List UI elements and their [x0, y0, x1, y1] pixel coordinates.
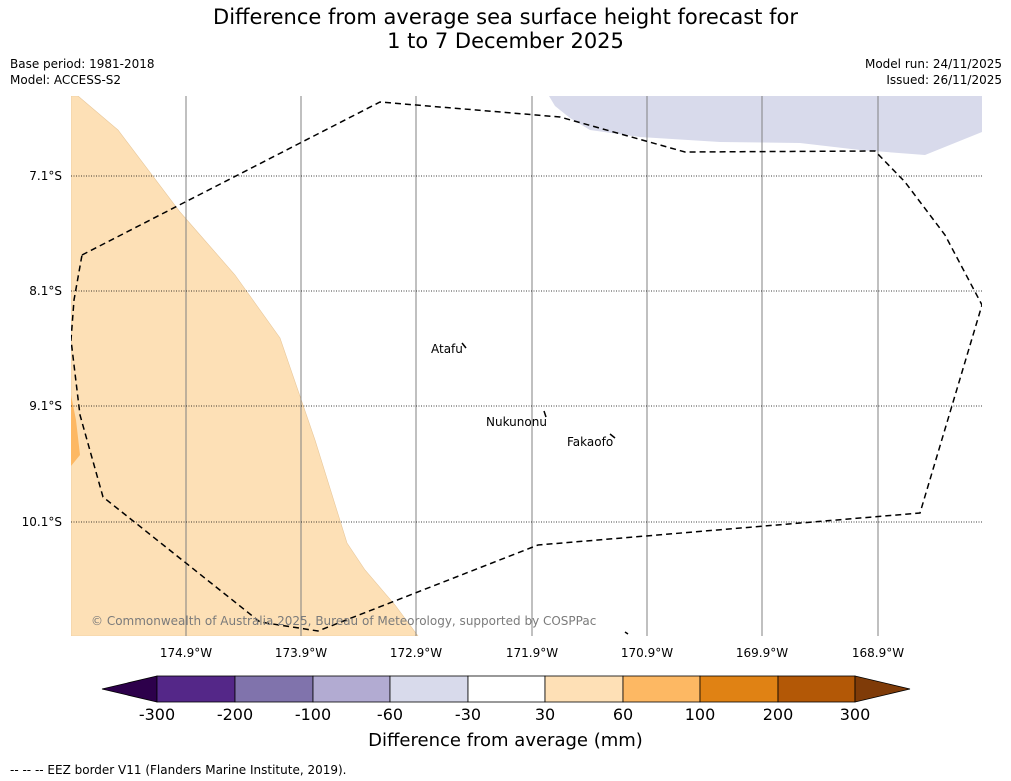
lon-label-5: 170.9°W: [620, 646, 674, 660]
lat-label-4: 10.1°S: [21, 515, 62, 529]
colorbar-tick-7: 60: [612, 705, 634, 724]
colorbar-tick-6: 30: [534, 705, 556, 724]
model-name: Model: ACCESS-S2: [10, 73, 122, 87]
anomaly-region-orange: [71, 395, 80, 466]
place-label-atafu: Atafu: [431, 342, 463, 356]
title-line-2: 1 to 7 December 2025: [387, 29, 624, 53]
colorbar: [101, 675, 911, 703]
issued-date: Issued: 26/11/2025: [886, 73, 1002, 87]
colorbar-title: Difference from average (mm): [368, 730, 643, 751]
colorbar-segment-6: [544, 675, 624, 703]
nukunonu-island: [543, 410, 547, 418]
model-run: Model run: 24/11/2025: [864, 57, 1002, 71]
colorbar-segment-7: [622, 675, 701, 703]
lon-label-1: 174.9°W: [159, 646, 213, 660]
colorbar-tick-9: 200: [762, 705, 794, 724]
colorbar-segment-9: [777, 675, 856, 703]
eez-border: [71, 101, 982, 632]
latitude-gridlines: [71, 175, 982, 523]
colorbar-tick-1: -300: [138, 705, 176, 724]
longitude-gridlines: [185, 96, 879, 636]
colorbar-tick-2: -200: [216, 705, 254, 724]
fakaofo-island: [609, 433, 616, 439]
colorbar-tick-8: 100: [684, 705, 716, 724]
lon-label-7: 168.9°W: [851, 646, 905, 660]
swains-island: [624, 631, 629, 635]
meta-left: Base period: 1981-2018 Model: ACCESS-S2: [10, 56, 155, 88]
colorbar-extend-low: [101, 675, 158, 703]
anomaly-region-light-orange: [71, 96, 419, 636]
colorbar-tick-4: -60: [376, 705, 404, 724]
lat-label-2: 8.1°S: [29, 284, 62, 298]
lat-label-3: 9.1°S: [29, 399, 62, 413]
colorbar-segment-5: [467, 675, 546, 703]
place-label-fakaofo: Fakaofo: [567, 435, 614, 449]
lon-label-4: 171.9°W: [505, 646, 559, 660]
title-line-1: Difference from average sea surface heig…: [213, 5, 798, 29]
lon-label-2: 173.9°W: [274, 646, 328, 660]
place-label-nukunonu: Nukunonu: [486, 415, 547, 429]
atafu-island: [461, 342, 467, 349]
meta-right: Model run: 24/11/2025 Issued: 26/11/2025: [865, 56, 1002, 88]
colorbar-extend-high: [854, 675, 911, 703]
colorbar-tick-3: -100: [294, 705, 332, 724]
footer-legend: -- -- -- EEZ border V11 (Flanders Marine…: [10, 763, 347, 777]
base-period: Base period: 1981-2018: [10, 57, 155, 71]
anomaly-region-light-purple: [549, 96, 982, 155]
lat-label-1: 7.1°S: [29, 169, 62, 183]
colorbar-segment-3: [312, 675, 391, 703]
lon-label-6: 169.9°W: [735, 646, 789, 660]
copyright-credit: © Commonwealth of Australia 2025, Bureau…: [91, 614, 597, 628]
colorbar-segment-2: [234, 675, 314, 703]
lon-label-3: 172.9°W: [389, 646, 443, 660]
colorbar-tick-5: -30: [454, 705, 482, 724]
colorbar-segment-8: [699, 675, 779, 703]
colorbar-segment-1: [156, 675, 236, 703]
colorbar-segment-4: [389, 675, 469, 703]
colorbar-tick-10: 300: [839, 705, 871, 724]
page-title: Difference from average sea surface heig…: [0, 5, 1011, 53]
